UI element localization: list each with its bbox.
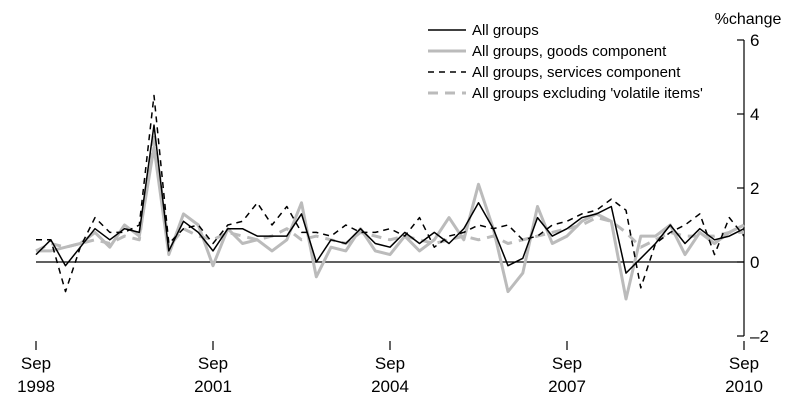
x-tick-label-month: Sep: [552, 354, 582, 373]
y-tick-label: 2: [750, 179, 759, 198]
series-line-4: [35, 131, 744, 253]
legend-label-3: All groups, services component: [472, 64, 681, 81]
legend-label-2: All groups, goods component: [472, 43, 667, 60]
legend-label-1: All groups: [472, 22, 539, 39]
x-tick-label-month: Sep: [729, 354, 759, 373]
legend-label-4: All groups excluding 'volatile items': [472, 85, 703, 102]
y-tick-label: 0: [750, 253, 759, 272]
y-axis-label: %change: [715, 11, 782, 28]
series-line-2: [36, 145, 745, 301]
y-tick-label: 6: [750, 31, 759, 50]
y-tick-label: –2: [750, 327, 769, 346]
series-line-3: [36, 94, 745, 293]
series-line-1: [35, 124, 745, 274]
x-tick-label-month: Sep: [375, 354, 405, 373]
x-tick-label-year: 2007: [548, 377, 586, 396]
x-tick-label-month: Sep: [198, 354, 228, 373]
legend: All groups All groups, goods component All…: [428, 22, 703, 102]
x-tick-label-year: 2010: [725, 377, 763, 396]
axes: –2 0 2 4 6 %change Sep 1998 Sep 2001 Sep 2004 Sep 200…: [17, 11, 781, 396]
x-tick-label-year: 2004: [371, 377, 409, 396]
y-tick-label: 4: [750, 105, 759, 124]
x-tick-label-month: Sep: [21, 354, 51, 373]
x-tick-label-year: 2001: [194, 377, 232, 396]
series-lines: [35, 94, 745, 301]
x-tick-label-year: 1998: [17, 377, 55, 396]
